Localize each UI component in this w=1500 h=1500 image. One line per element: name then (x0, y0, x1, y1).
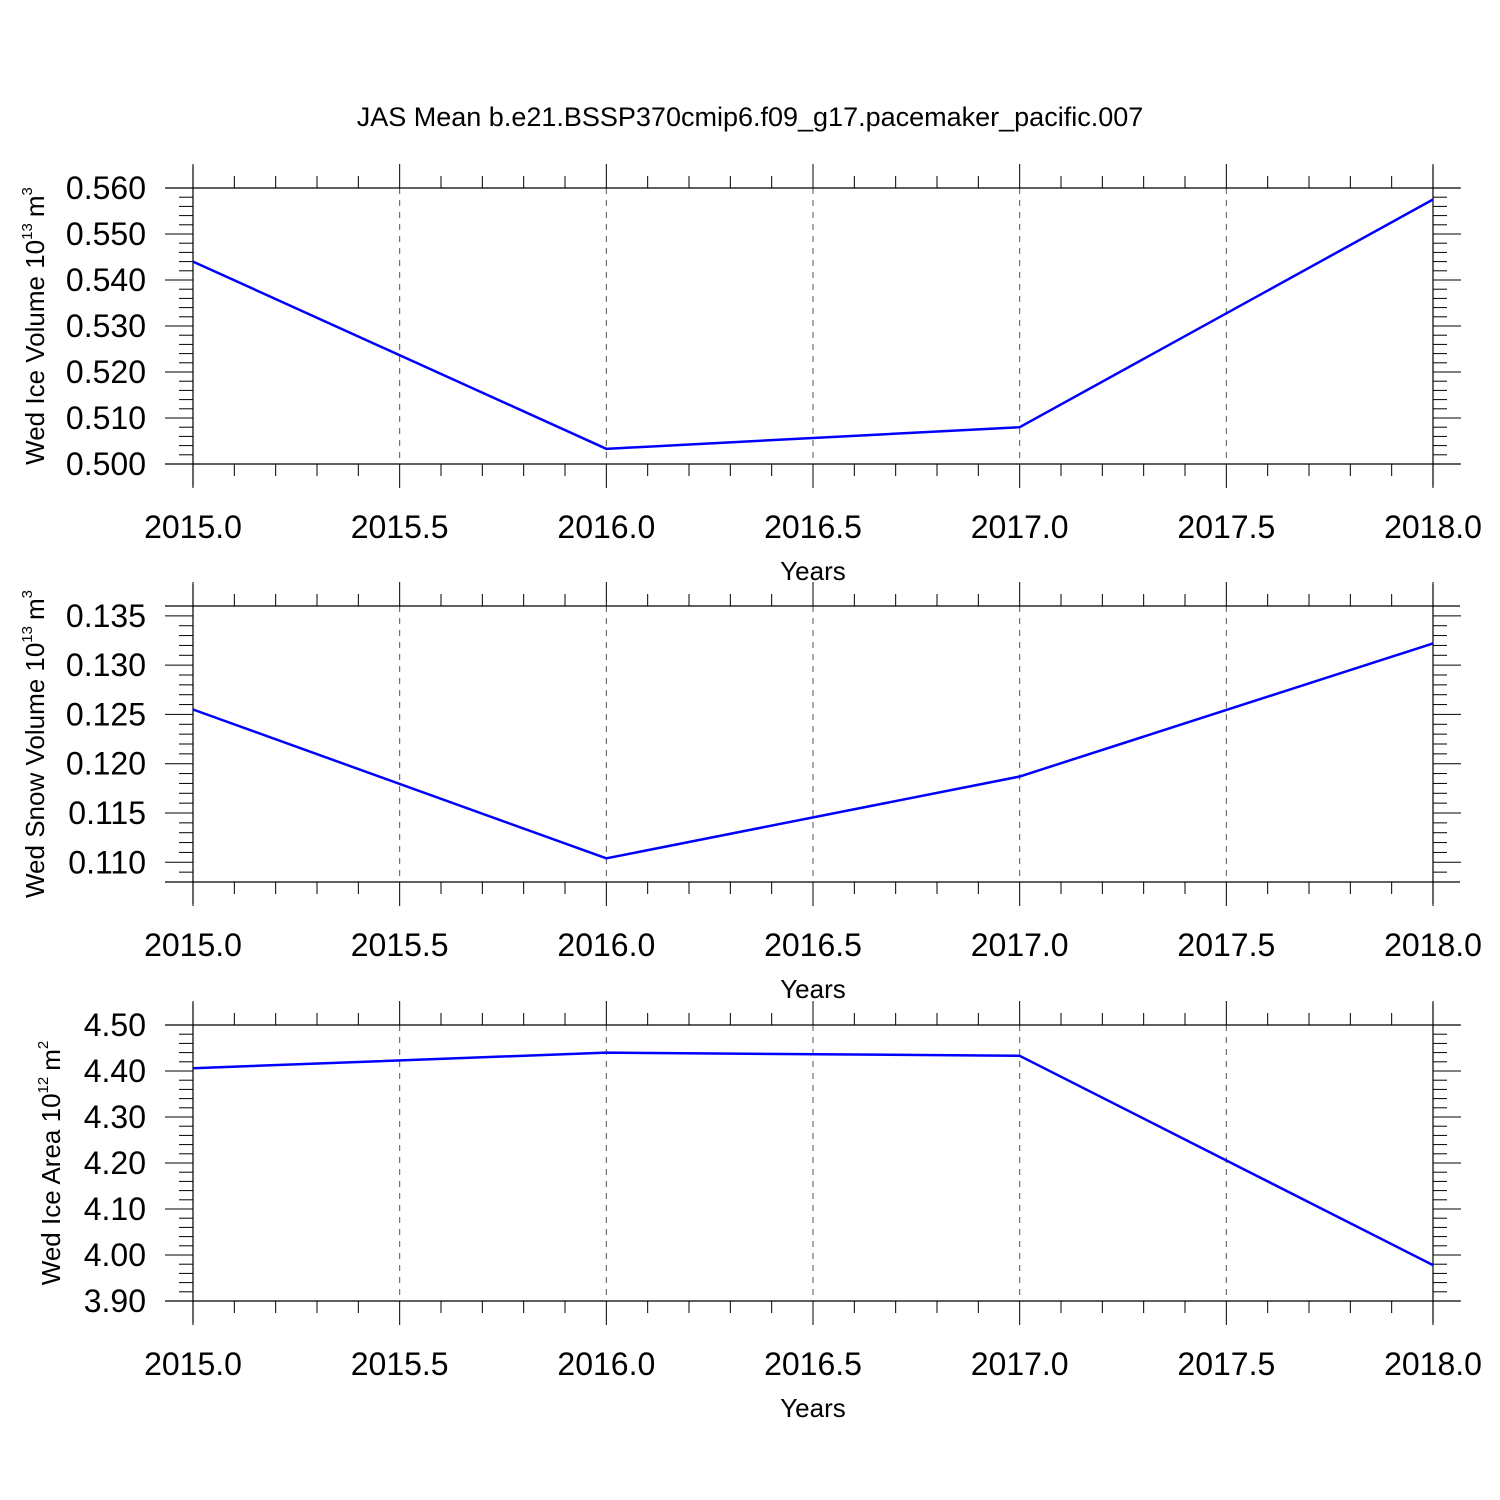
y-tick-label: 0.135 (66, 598, 146, 634)
y-tick-label: 4.30 (84, 1099, 146, 1135)
x-tick-label: 2015.5 (351, 509, 449, 545)
x-tick-label: 2015.0 (144, 509, 242, 545)
y-axis-label: Wed Ice Volume 1013 m3 (19, 187, 50, 465)
chart-panel-2: 2015.0 2015.5 2016.0 2016.5 2017.0 2017.5 2018… (19, 582, 1482, 1004)
y-tick-label: 4.00 (84, 1237, 146, 1273)
y-tick-label: 0.125 (66, 696, 146, 732)
y-axis-label-unit-exponent: 3 (19, 590, 36, 598)
x-tick-label: 2017.5 (1177, 927, 1275, 963)
y-axis-label: Wed Snow Volume 1013 m3 (19, 590, 50, 898)
x-tick-label: 2015.5 (351, 1346, 449, 1382)
y-tick-label: 0.115 (68, 795, 146, 831)
series-line (192, 1051, 1434, 1267)
x-tick-label: 2015.0 (144, 927, 242, 963)
y-tick-label: 0.520 (66, 354, 146, 390)
y-tick-label: 4.20 (84, 1145, 146, 1181)
x-tick-label: 2017.0 (971, 509, 1069, 545)
y-axis-label-exponent: 12 (35, 1077, 52, 1094)
x-tick-label: 2016.0 (557, 927, 655, 963)
x-tick-label: 2016.5 (764, 927, 862, 963)
x-axis-label: Years (780, 1393, 846, 1423)
y-tick-label: 3.90 (84, 1283, 146, 1319)
chart-panel-1: 2015.0 2015.5 2016.0 2016.5 2017.0 2017.5 2018… (19, 164, 1482, 586)
chart-title: JAS Mean b.e21.BSSP370cmip6.f09_g17.pace… (357, 102, 1144, 132)
x-tick-label: 2018.0 (1384, 1346, 1482, 1382)
x-tick-label: 2017.5 (1177, 1346, 1275, 1382)
x-tick-label: 2017.0 (971, 927, 1069, 963)
x-tick-label: 2015.5 (351, 927, 449, 963)
x-tick-label: 2015.0 (144, 1346, 242, 1382)
y-tick-label: 0.110 (68, 844, 146, 880)
y-tick-label: 0.500 (66, 446, 146, 482)
x-tick-label: 2016.0 (557, 509, 655, 545)
y-axis-label-text: Wed Ice Volume 10 (20, 240, 50, 465)
x-tick-label: 2018.0 (1384, 509, 1482, 545)
x-axis-label: Years (780, 556, 846, 586)
x-tick-label: 2017.5 (1177, 509, 1275, 545)
y-tick-label: 0.530 (66, 308, 146, 344)
y-tick-label: 4.40 (84, 1053, 146, 1089)
y-axis-label-unit: m (20, 195, 50, 217)
y-axis-label-unit: m (20, 598, 50, 620)
series-line (192, 642, 1434, 860)
x-tick-label: 2018.0 (1384, 927, 1482, 963)
y-axis-label-text: Wed Ice Area 10 (36, 1093, 66, 1285)
x-tick-label: 2016.5 (764, 509, 862, 545)
y-tick-label: 0.130 (66, 647, 146, 683)
x-tick-label: 2016.5 (764, 1346, 862, 1382)
y-axis-label-unit-exponent: 2 (35, 1041, 52, 1049)
chart-panels: 2015.0 2015.5 2016.0 2016.5 2017.0 2017.5 2018… (19, 164, 1482, 1423)
y-tick-label: 4.50 (84, 1007, 146, 1043)
y-axis-label-exponent: 13 (19, 626, 36, 643)
y-tick-label: 0.560 (66, 170, 146, 206)
y-axis-label: Wed Ice Area 1012 m2 (35, 1041, 66, 1285)
chart-panel-3: 2015.0 2015.5 2016.0 2016.5 2017.0 2017.5 2018… (35, 1001, 1482, 1423)
y-tick-label: 4.10 (84, 1191, 146, 1227)
y-axis-label-unit-exponent: 3 (19, 187, 36, 195)
y-tick-label: 0.120 (66, 746, 146, 782)
y-tick-label: 0.550 (66, 216, 146, 252)
x-axis-label: Years (780, 974, 846, 1004)
series-line (192, 198, 1434, 451)
y-tick-label: 0.510 (66, 400, 146, 436)
y-axis-label-text: Wed Snow Volume 10 (20, 643, 50, 898)
y-tick-label: 0.540 (66, 262, 146, 298)
x-tick-label: 2017.0 (971, 1346, 1069, 1382)
y-axis-label-exponent: 13 (19, 223, 36, 240)
y-axis-label-unit: m (36, 1049, 66, 1071)
x-tick-label: 2016.0 (557, 1346, 655, 1382)
